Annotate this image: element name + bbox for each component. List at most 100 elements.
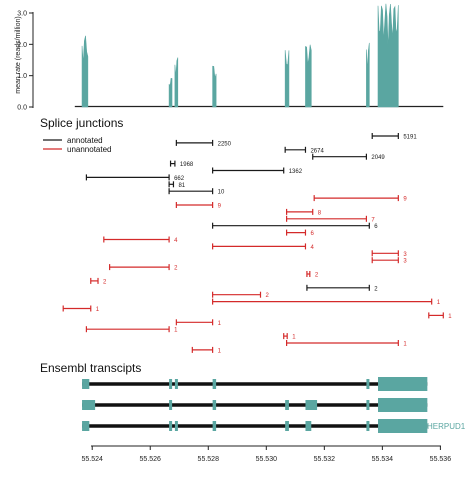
junction-count-label: 8	[318, 210, 322, 216]
coverage-peak	[168, 77, 173, 108]
junction-count-label: 4	[174, 238, 178, 244]
junction-unannotated: 1	[175, 319, 222, 327]
junction-count-label: 2049	[371, 155, 385, 161]
junction-count-label: 1	[218, 348, 222, 354]
junction-count-label: 1	[448, 314, 452, 320]
transcript-exon	[305, 400, 318, 410]
junction-unannotated: 4	[212, 243, 314, 251]
coverage-y-tick-label: 3.0	[17, 11, 27, 18]
coverage-y-tick-label: 2.0	[17, 42, 27, 49]
x-tick-label: 55.524	[82, 456, 104, 463]
junction-count-label: 3	[403, 259, 407, 265]
transcript-exon	[174, 421, 178, 431]
transcript-exon	[212, 400, 217, 410]
transcript-exon	[378, 398, 428, 412]
x-axis: 55.524 55.526 55.528 55.530 55.532 55.534 55.5…	[82, 446, 452, 463]
x-tick-label: 55.532	[314, 456, 336, 463]
coverage-track	[74, 3, 444, 108]
junction-count-label: 3	[403, 252, 407, 258]
x-tick-label: 55.534	[372, 456, 394, 463]
coverage-peak	[212, 65, 217, 108]
junction-count-label: 2674	[310, 148, 324, 154]
coverage-peak	[284, 50, 290, 108]
junction-count-label: 6	[374, 224, 378, 230]
junction-unannotated: 2	[109, 264, 178, 272]
transcript-exon	[285, 421, 289, 431]
transcript-exon	[212, 421, 217, 431]
junction-count-label: 6	[310, 231, 314, 237]
legend-annotated-label: annotated	[67, 136, 103, 145]
junction-count-label: 9	[218, 204, 222, 210]
junction-annotated: 81	[168, 181, 186, 189]
junction-unannotated: 4	[103, 236, 178, 244]
transcript-row	[82, 419, 428, 433]
junction-count-label: 1362	[289, 169, 303, 175]
junction-count-label: 1	[403, 342, 407, 348]
junction-unannotated: 9	[313, 195, 407, 203]
junction-count-label: 1	[292, 335, 296, 341]
transcript-exon	[212, 379, 217, 389]
junction-annotated: 5191	[371, 133, 417, 141]
junction-count-label: 662	[174, 176, 185, 182]
splice-junctions-title: Splice junctions	[40, 116, 123, 130]
transcripts-track	[82, 377, 428, 433]
coverage-peak	[81, 35, 89, 108]
legend-unannotated-label: unannotated	[67, 145, 112, 154]
junction-count-label: 2250	[218, 141, 232, 147]
junction-unannotated: 1	[283, 333, 296, 341]
junction-count-label: 81	[178, 183, 185, 189]
junction-count-label: 1	[437, 300, 441, 306]
coverage-y-axis: 0.0 1.0 2.0 3.0	[17, 11, 34, 112]
junction-unannotated: 1	[428, 312, 452, 320]
transcript-exon	[378, 377, 428, 391]
junction-annotated: 6	[212, 222, 378, 230]
junctions-track: 5191225026742049196813626628110998766443…	[62, 133, 452, 354]
transcript-exon	[169, 400, 173, 410]
junction-count-label: 1968	[180, 162, 194, 168]
junction-count-label: 5191	[403, 135, 417, 141]
junction-count-label: 2	[266, 293, 270, 299]
junction-count-label: 7	[371, 217, 375, 223]
transcript-exon	[378, 419, 428, 433]
junction-unannotated: 1	[212, 298, 441, 306]
junction-count-label: 2	[103, 279, 107, 285]
junction-unannotated: 1	[191, 346, 222, 354]
x-tick-label: 55.526	[140, 456, 162, 463]
junction-annotated: 1968	[169, 160, 194, 168]
x-tick-label: 55.536	[430, 456, 452, 463]
junction-unannotated: 3	[371, 257, 407, 265]
junction-count-label: 2	[315, 273, 319, 279]
junction-annotated: 662	[85, 174, 185, 182]
transcripts-title: Ensembl transcipts	[40, 361, 141, 375]
junction-count-label: 1	[218, 321, 222, 327]
junction-legend: annotated unannotated	[43, 136, 112, 154]
transcript-exon	[366, 379, 370, 389]
coverage-y-tick-label: 0.0	[17, 105, 27, 112]
junction-annotated: 10	[168, 188, 225, 196]
junction-count-label: 2	[174, 266, 178, 272]
junction-unannotated: 2	[90, 277, 107, 285]
transcript-row	[82, 398, 428, 412]
junction-unannotated: 6	[286, 229, 314, 237]
coverage-peak	[377, 3, 399, 108]
junction-unannotated: 2	[306, 271, 319, 279]
junction-unannotated: 7	[286, 215, 375, 223]
junction-annotated: 2049	[312, 153, 385, 161]
transcript-exon	[285, 400, 289, 410]
coverage-y-label: mean rate (reads/million)	[15, 16, 22, 93]
junction-count-label: 10	[218, 190, 225, 196]
x-tick-label: 55.528	[198, 456, 220, 463]
transcript-exon	[366, 400, 370, 410]
transcript-exon	[82, 421, 90, 431]
junction-unannotated: 2	[212, 291, 270, 299]
junction-annotated: 1362	[212, 167, 303, 175]
junction-count-label: 4	[310, 245, 314, 251]
junction-count-label: 1	[174, 328, 178, 334]
coverage-peak	[305, 44, 312, 108]
coverage-peak	[366, 42, 370, 108]
junction-unannotated: 1	[62, 305, 100, 313]
transcript-exon	[366, 421, 370, 431]
junction-count-label: 1	[96, 307, 100, 313]
transcript-exon	[305, 421, 312, 431]
